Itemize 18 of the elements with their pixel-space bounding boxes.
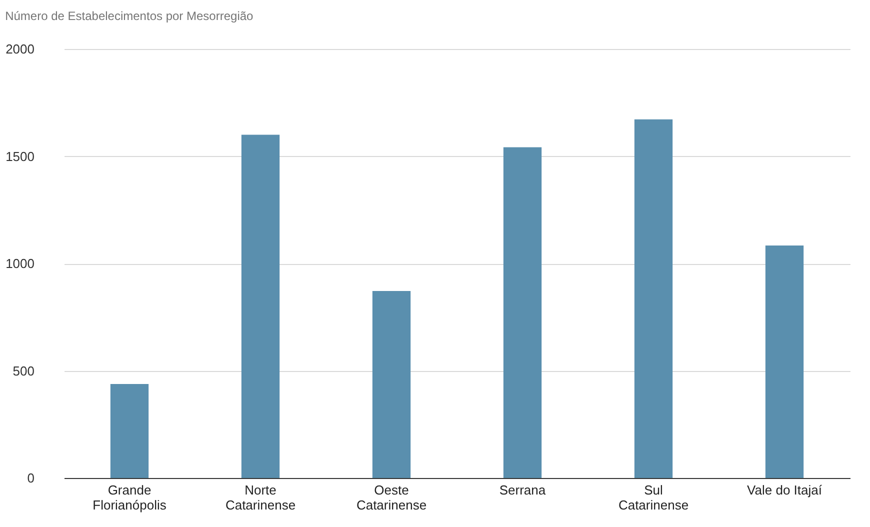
y-tick-label: 500 xyxy=(12,363,34,378)
bar xyxy=(372,290,411,478)
bar xyxy=(634,119,673,478)
y-tick-label: 0 xyxy=(27,470,34,486)
x-tick-label: Serrana xyxy=(499,482,546,498)
chart-title: Número de Estabelecimentos por Mesorregião xyxy=(5,9,254,23)
x-tick-label: Vale do Itajaí xyxy=(747,482,822,498)
y-tick-label: 2000 xyxy=(6,42,34,56)
bar xyxy=(241,134,280,478)
bar xyxy=(110,384,149,478)
x-tick-label: Sul Catarinense xyxy=(618,482,689,512)
y-tick-label: 1000 xyxy=(6,256,34,271)
bar xyxy=(765,245,804,478)
y-tick-label: 1500 xyxy=(6,148,34,164)
bar xyxy=(503,147,542,478)
x-tick-label: Norte Catarinense xyxy=(225,482,296,512)
x-tick-label: Oeste Catarinense xyxy=(356,482,427,512)
x-tick-label: Grande Florianópolis xyxy=(92,482,167,512)
